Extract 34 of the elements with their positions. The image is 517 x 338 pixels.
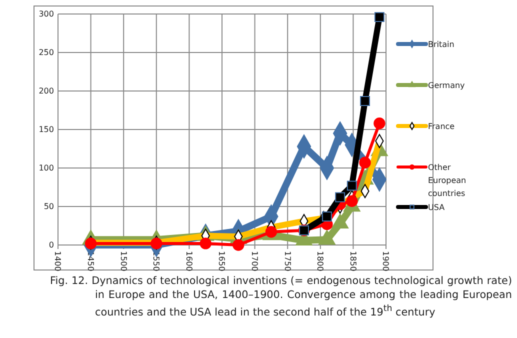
point [200,238,212,250]
y-tick-label: 150 [38,125,54,134]
legend-label: Germany [428,81,466,90]
point [322,212,332,222]
point [232,239,244,251]
point [374,12,384,22]
point [84,238,97,250]
x-tick-label: 1850 [348,251,358,272]
x-tick-label: 1900 [381,251,390,272]
y-tick-label: 250 [38,48,54,58]
legend-label: Britain [428,40,454,49]
x-tick-label: 1700 [250,251,259,272]
y-tick-label: 300 [38,10,54,19]
point [359,156,371,168]
point [150,238,162,250]
y-tick-label: 0 [48,240,54,250]
point [346,195,358,207]
point [346,180,357,191]
point [360,96,370,106]
legend-label: Other European countries [428,163,466,198]
legend-label: USA [428,203,446,212]
legend-label: France [428,122,455,131]
point [374,118,386,130]
x-tick-label: 1600 [184,251,194,272]
text: Fig. 12. Dynamics of technological inventions (= endogenous technological growth rate) in Europe and the USA, 1400–1900. Convergence among the leading European countries and the USA lead in the second half of the 19$^{th}$ century [50,274,512,320]
x-tick-label: 1800 [316,251,325,272]
y-tick-label: 50 [44,202,54,212]
point [335,192,346,202]
x-tick-label: 1650 [217,251,226,272]
x-tick-label: 1400 [53,251,62,272]
x-tick-label: 1750 [282,251,292,272]
y-tick-label: 200 [38,86,54,96]
x-tick-label: 1500 [118,251,128,272]
y-tick-label: 100 [38,164,54,173]
